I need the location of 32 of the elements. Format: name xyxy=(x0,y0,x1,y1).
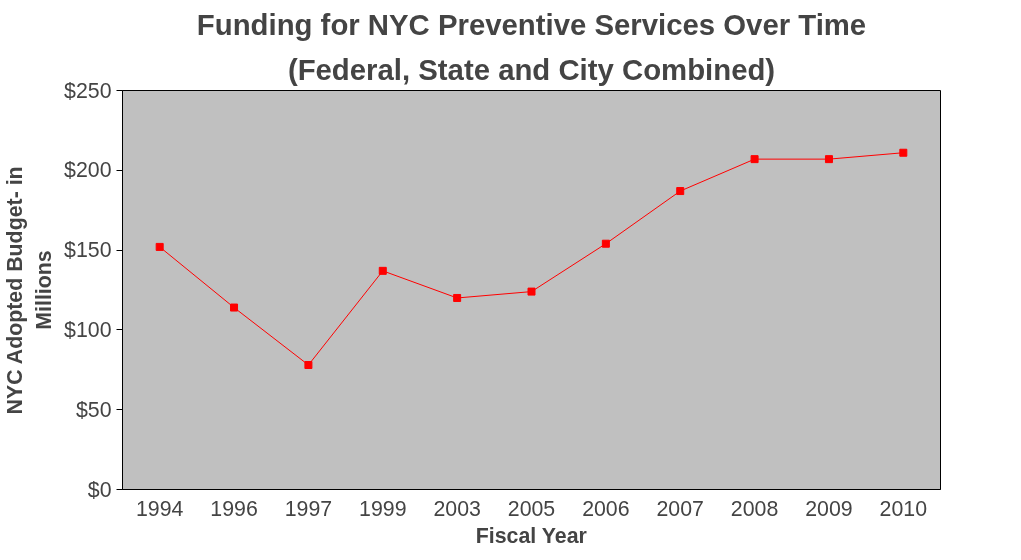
point xyxy=(676,187,685,196)
y-axis-title: NYC Adopted Budget- in Millions xyxy=(3,166,57,415)
x-tick-label: 2007 xyxy=(656,496,704,521)
x-tick-label: 1999 xyxy=(359,496,407,521)
x-tick-label: 1997 xyxy=(284,496,333,521)
chart-title: Funding for NYC Preventive Services Over Time xyxy=(196,7,867,41)
y-tick-label: $100 xyxy=(64,317,112,342)
point xyxy=(378,266,387,275)
x-tick-label: 2005 xyxy=(507,496,556,521)
point xyxy=(601,239,610,248)
x-tick-label: 1994 xyxy=(135,496,184,521)
y-tick-label: $150 xyxy=(64,238,112,263)
x-tick-label: 2008 xyxy=(730,496,779,521)
point xyxy=(304,361,313,370)
point xyxy=(453,293,462,302)
y-tick-label: $0 xyxy=(87,477,112,502)
x-tick-label: 2009 xyxy=(805,496,853,521)
y-tick-label: $50 xyxy=(75,397,112,422)
point xyxy=(527,287,536,296)
point xyxy=(899,148,908,157)
chart-subtitle: (Federal, State and City Combined) xyxy=(287,52,776,86)
x-axis-title: Fiscal Year xyxy=(475,523,587,548)
point xyxy=(750,155,759,164)
y-tick-label: $250 xyxy=(64,78,112,103)
y-tick-label: $200 xyxy=(64,158,112,183)
point xyxy=(230,303,239,312)
point xyxy=(824,155,833,164)
x-tick-label: 1996 xyxy=(210,496,258,521)
x-tick-label: 2003 xyxy=(433,496,481,521)
x-tick-label: 2006 xyxy=(582,496,630,521)
point xyxy=(155,242,164,251)
x-tick-label: 2010 xyxy=(879,496,928,521)
